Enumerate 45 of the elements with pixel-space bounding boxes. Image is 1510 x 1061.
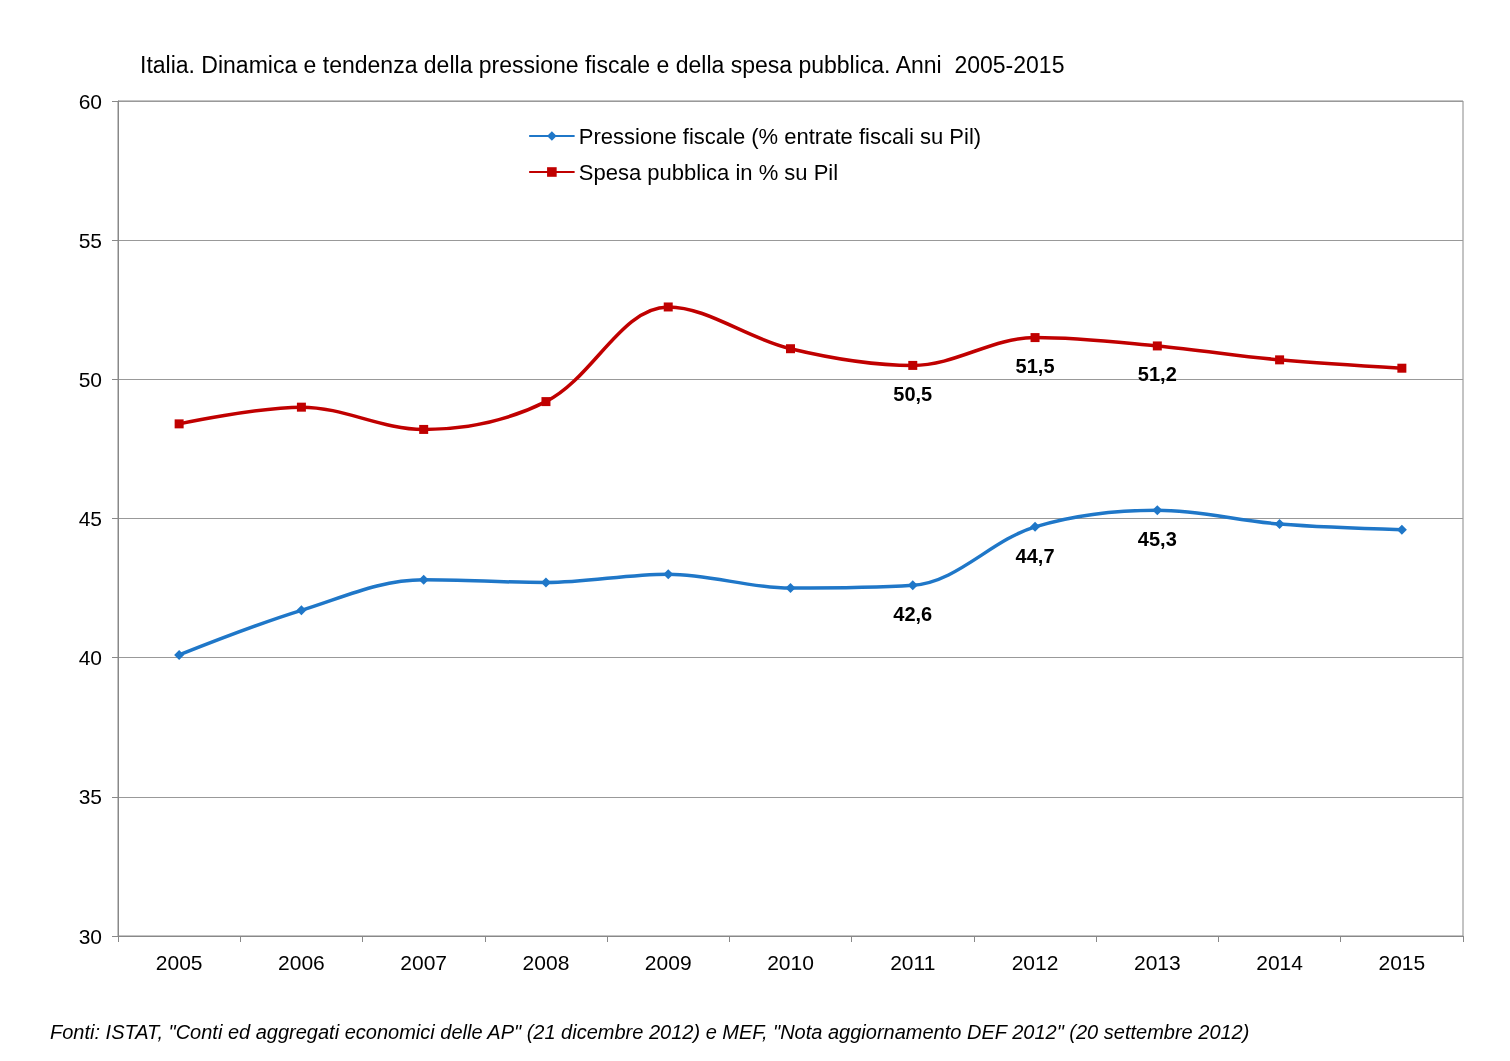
- point: [174, 649, 185, 660]
- y-tick-label: 55: [78, 228, 102, 252]
- point: [1274, 519, 1285, 530]
- point: [786, 344, 795, 354]
- point: [1397, 363, 1407, 373]
- point: [785, 583, 796, 594]
- x-tick-label: 2007: [400, 951, 448, 974]
- legend-label: Pressione fiscale (% entrate fiscali su Pil): [578, 123, 982, 149]
- point: [541, 397, 551, 407]
- x-tick-label: 2014: [1256, 951, 1304, 974]
- x-tick-label: 2011: [890, 951, 936, 974]
- x-tick-label: 2010: [767, 951, 814, 974]
- point: [296, 605, 307, 616]
- point: [418, 574, 429, 585]
- data-label: 44,7: [1015, 544, 1055, 567]
- y-tick-label: 30: [78, 924, 102, 948]
- x-tick-label: 2013: [1133, 951, 1181, 974]
- x-tick-label: 2009: [644, 951, 692, 974]
- y-tick-label: 40: [78, 646, 102, 670]
- data-label: 45,3: [1137, 528, 1177, 551]
- legend-label: Spesa pubblica in % su Pil: [578, 159, 839, 185]
- y-tick-label: 45: [78, 507, 102, 530]
- point: [908, 360, 918, 370]
- data-label: 51,5: [1015, 355, 1055, 378]
- point: [1152, 341, 1162, 351]
- point: [1030, 521, 1041, 532]
- x-tick-label: 2005: [155, 951, 203, 974]
- x-tick-label: 2012: [1011, 951, 1059, 974]
- data-label: 51,2: [1137, 363, 1177, 386]
- chart-title: Italia. Dinamica e tendenza della pressione fiscale e della spesa pubblica. Anni 2005-2015: [140, 51, 1065, 78]
- y-tick-label: 35: [78, 785, 102, 809]
- x-tick-label: 2015: [1378, 951, 1426, 974]
- y-tick-label: 50: [78, 367, 102, 391]
- data-label: 50,5: [893, 382, 933, 405]
- point: [663, 302, 673, 312]
- data-label: 42,6: [893, 603, 933, 626]
- x-tick-label: 2008: [522, 951, 570, 974]
- point: [1030, 333, 1040, 343]
- text: Fonti: ISTAT, "Conti ed aggregati economici delle AP" (21 dicembre 2012) e MEF, "Nota aggiornamento DEF 2012" (20 settembre 2012): [50, 1021, 1250, 1043]
- y-tick-label: 60: [78, 89, 102, 113]
- x-tick-label: 2006: [278, 951, 325, 974]
- point: [174, 419, 184, 429]
- point: [419, 424, 429, 434]
- point: [1275, 355, 1285, 365]
- point: [296, 402, 306, 412]
